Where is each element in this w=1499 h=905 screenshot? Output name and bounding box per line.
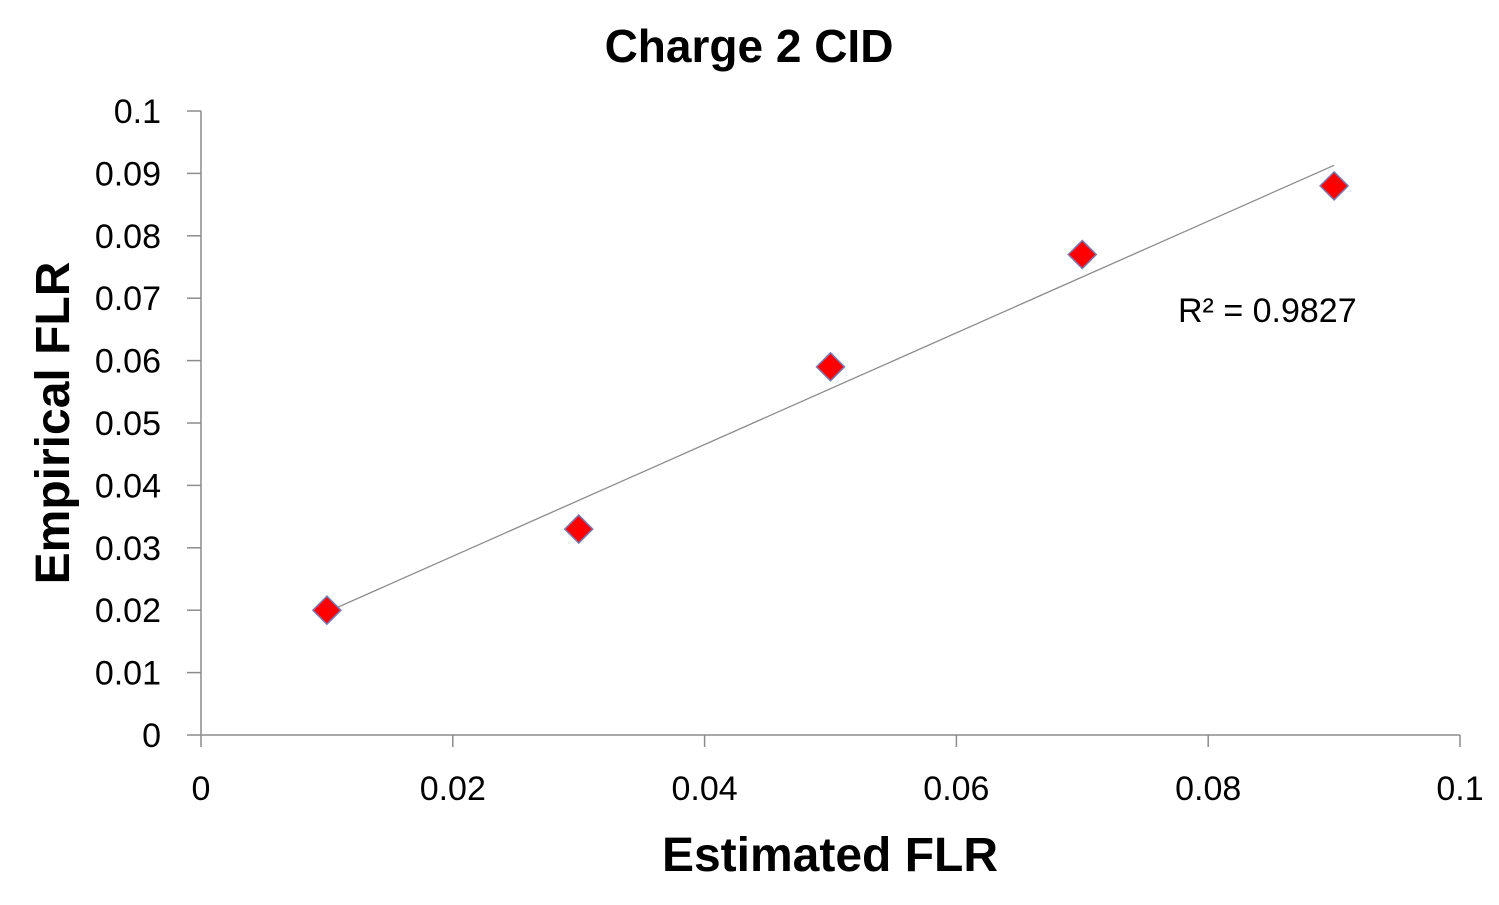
- data-point: [311, 595, 342, 626]
- y-axis-title: Empirical FLR: [27, 262, 80, 585]
- y-tick-label: 0.03: [95, 530, 161, 568]
- y-tick-label: 0.08: [95, 218, 161, 256]
- y-tick-label: 0.01: [95, 655, 161, 693]
- x-tick-label: 0.04: [672, 770, 738, 808]
- y-tick-label: 0.09: [95, 155, 161, 193]
- data-points: [311, 170, 1350, 626]
- data-point: [563, 514, 594, 545]
- y-tick-label: 0: [142, 717, 161, 755]
- y-axis-ticks: 0 0.01 0.02 0.03 0.04 0.05 0.06 0.07 0.08 0.09 0.1: [95, 93, 201, 755]
- x-tick-label: 0.08: [1175, 770, 1241, 808]
- data-point: [815, 351, 846, 382]
- trendline: [326, 164, 1335, 613]
- x-tick-label: 0.1: [1436, 770, 1483, 808]
- x-tick-label: 0.02: [420, 770, 486, 808]
- y-tick-label: 0.06: [95, 343, 161, 381]
- x-tick-label: 0: [192, 770, 211, 808]
- y-tick-label: 0.04: [95, 467, 161, 505]
- y-tick-label: 0.1: [114, 93, 161, 131]
- r-squared-annotation: R² = 0.9827: [1178, 292, 1357, 330]
- y-tick-label: 0.05: [95, 405, 161, 443]
- chart-title: Charge 2 CID: [605, 20, 894, 72]
- data-point: [1319, 170, 1350, 201]
- x-axis-title: Estimated FLR: [662, 829, 998, 882]
- x-axis-ticks: 0 0.02 0.04 0.06 0.08 0.1: [192, 735, 1484, 808]
- x-tick-label: 0.06: [923, 770, 989, 808]
- y-tick-label: 0.07: [95, 280, 161, 318]
- data-point: [1067, 239, 1098, 270]
- y-tick-label: 0.02: [95, 592, 161, 630]
